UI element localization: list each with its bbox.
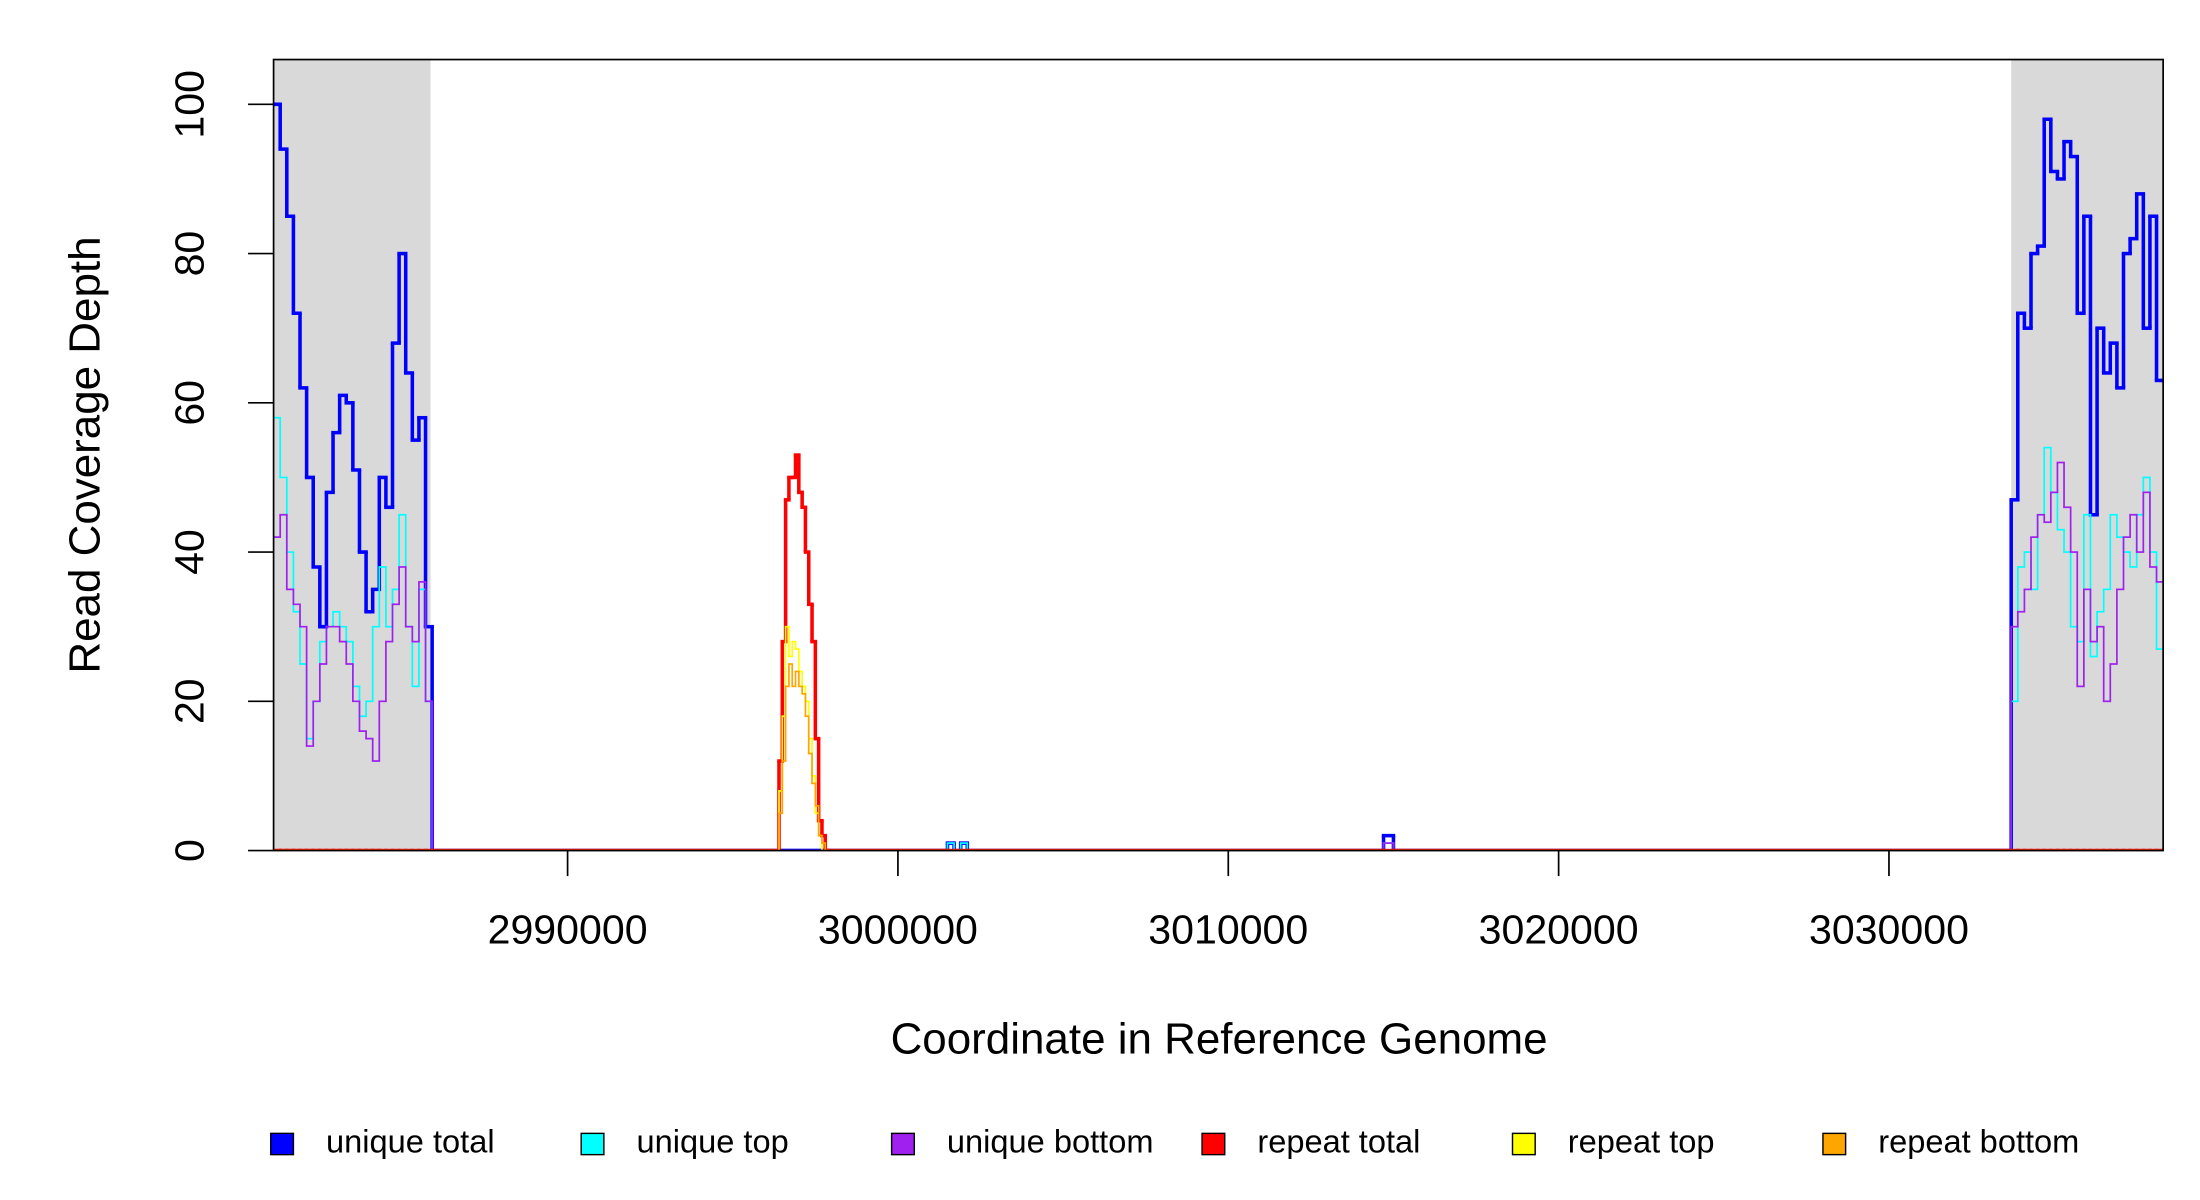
series-layer bbox=[273, 102, 2164, 851]
y-tick-label: 0 bbox=[167, 839, 213, 862]
legend-label: repeat top bbox=[1568, 1123, 1715, 1160]
y-tick-label: 20 bbox=[167, 678, 213, 724]
legend-label: unique top bbox=[636, 1123, 788, 1160]
y-axis-title: Read Coverage Depth bbox=[60, 236, 109, 673]
legend-swatch bbox=[580, 1132, 605, 1156]
series bbox=[273, 663, 2164, 851]
legend-label: repeat bottom bbox=[1878, 1123, 2079, 1160]
series bbox=[273, 102, 2164, 851]
plot-frame bbox=[272, 58, 2164, 852]
y-tick-label: 80 bbox=[167, 231, 213, 277]
series bbox=[273, 625, 2164, 851]
shaded-region bbox=[2011, 59, 2164, 851]
legend-label: unique total bbox=[326, 1123, 495, 1160]
legend-swatch bbox=[270, 1132, 295, 1156]
x-axis-title: Coordinate in Reference Genome bbox=[891, 1015, 1548, 1064]
x-tick-label: 3010000 bbox=[1148, 907, 1308, 953]
x-tick-label: 3000000 bbox=[818, 907, 978, 953]
legend-label: repeat total bbox=[1257, 1123, 1420, 1160]
y-tick-label: 60 bbox=[167, 380, 213, 426]
x-tick-label: 2990000 bbox=[488, 907, 648, 953]
legend-swatch bbox=[1822, 1132, 1847, 1156]
x-tick-label: 3020000 bbox=[1479, 907, 1639, 953]
series bbox=[273, 461, 2164, 851]
legend-swatch bbox=[1201, 1132, 1226, 1156]
legend-swatch bbox=[1511, 1132, 1536, 1156]
series bbox=[273, 453, 2164, 851]
y-tick-label: 40 bbox=[167, 529, 213, 575]
x-tick-label: 3030000 bbox=[1809, 907, 1969, 953]
y-tick-label: 100 bbox=[167, 70, 213, 139]
shading-layer bbox=[273, 59, 2164, 851]
legend-swatch bbox=[890, 1132, 916, 1156]
series bbox=[273, 416, 2164, 851]
legend-label: unique bottom bbox=[947, 1123, 1154, 1160]
